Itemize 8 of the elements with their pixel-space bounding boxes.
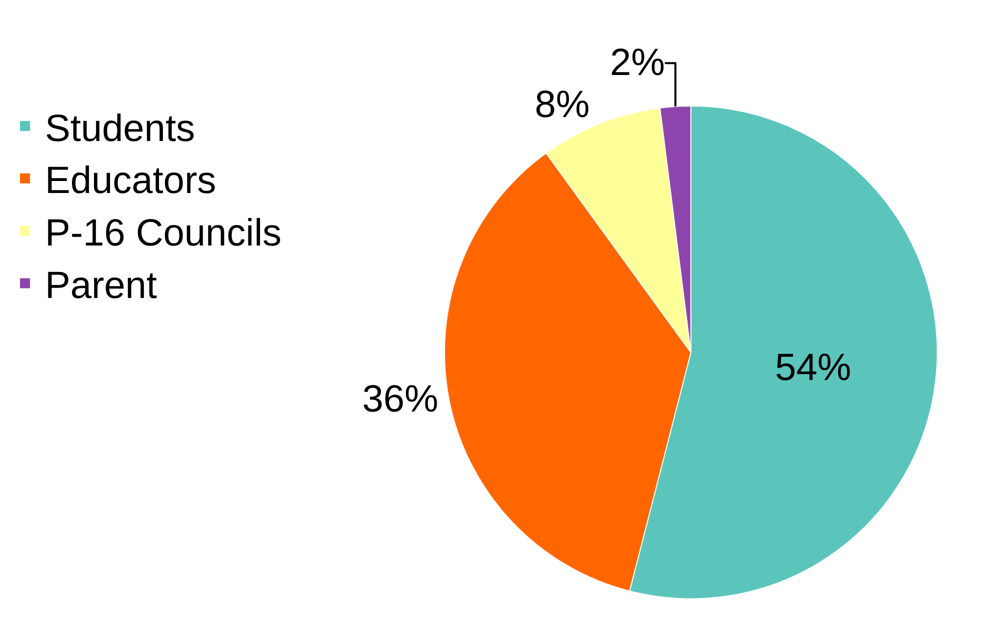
data-label: 8% xyxy=(534,84,590,126)
data-label: 54% xyxy=(775,346,852,389)
legend-label: Parent xyxy=(45,265,158,308)
legend-label: Students xyxy=(45,108,195,150)
legend-label: Educators xyxy=(45,160,216,202)
legend-label: P-16 Councils xyxy=(45,212,282,255)
data-label: 36% xyxy=(362,378,438,420)
data-label: 2% xyxy=(610,42,665,84)
